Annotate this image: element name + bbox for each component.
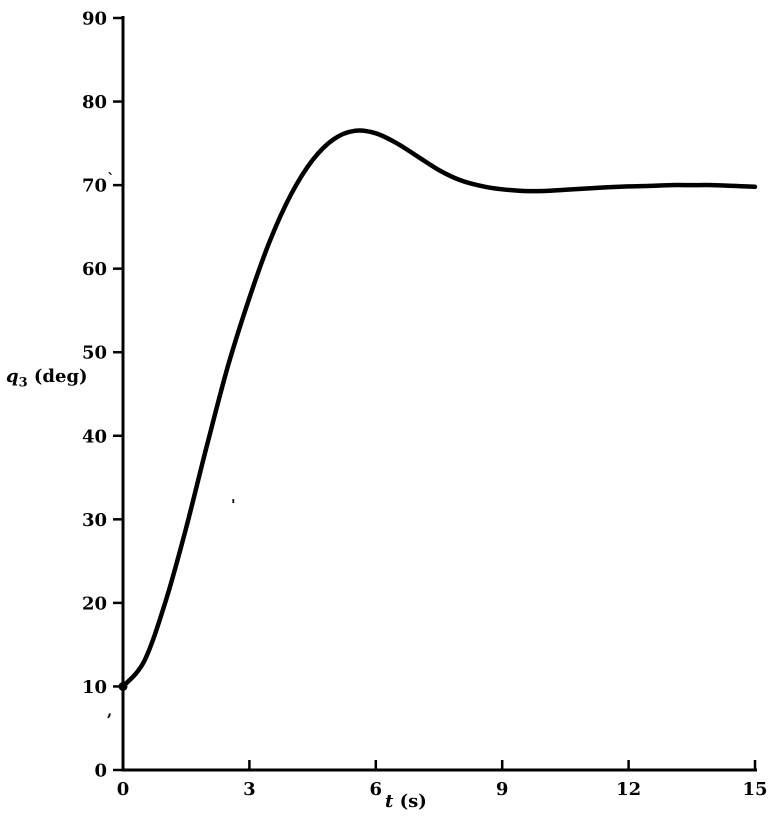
y-tick-label: 70 xyxy=(82,176,107,197)
y-tick-label: 90 xyxy=(82,9,107,30)
y-tick-label: 10 xyxy=(82,677,107,698)
scan-speck: ' xyxy=(231,496,236,514)
x-tick-label: 6 xyxy=(370,779,383,800)
y-tick-label: 80 xyxy=(82,92,107,113)
x-axis-label: t (s) xyxy=(385,791,427,812)
y-tick-label: 50 xyxy=(82,343,107,364)
x-tick-label: 0 xyxy=(117,779,130,800)
y-axis-label-symbol: q xyxy=(6,366,19,387)
x-axis-label-unit: (s) xyxy=(393,791,427,812)
y-axis-label: q3 (deg) xyxy=(6,366,88,391)
y-axis-label-subscript: 3 xyxy=(18,375,28,391)
scan-speck: ` xyxy=(107,170,115,188)
y-tick-label: 60 xyxy=(82,259,107,280)
x-tick-label: 15 xyxy=(742,779,767,800)
x-tick-label: 9 xyxy=(496,779,509,800)
x-tick-label: 12 xyxy=(616,779,641,800)
y-tick-label: 30 xyxy=(82,510,107,531)
y-tick-label: 40 xyxy=(82,426,107,447)
curve-start-point xyxy=(118,681,128,691)
y-axis-label-unit: (deg) xyxy=(27,366,88,387)
scan-speck: , xyxy=(107,702,113,720)
y-tick-label: 20 xyxy=(82,593,107,614)
x-axis-label-symbol: t xyxy=(385,791,394,812)
response-curve xyxy=(120,128,758,689)
y-tick-label: 0 xyxy=(94,761,107,782)
x-tick-label: 3 xyxy=(243,779,256,800)
